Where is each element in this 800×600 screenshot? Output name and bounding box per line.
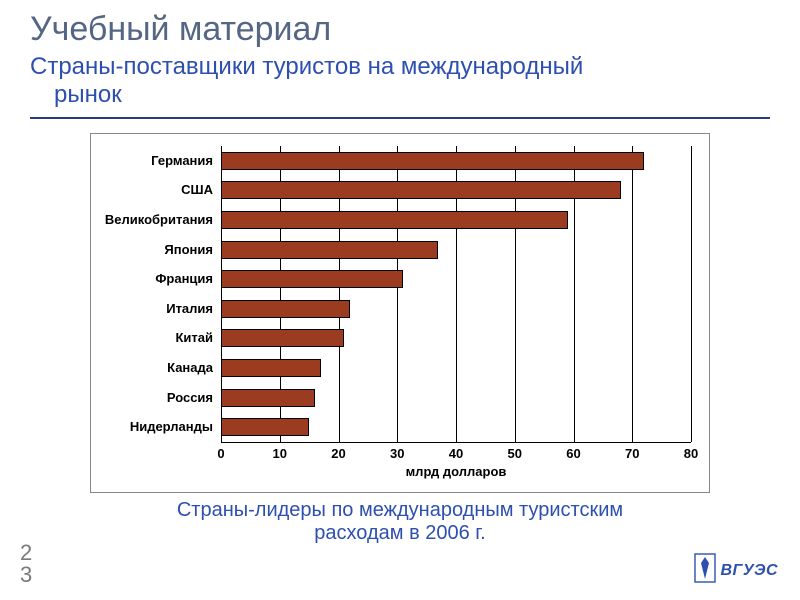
x-tick-label: 10: [273, 446, 287, 461]
bar: [221, 300, 350, 318]
page-number-d1: 2: [20, 542, 32, 564]
bar: [221, 152, 644, 170]
y-tick-label: Великобритания: [93, 211, 213, 229]
x-tick-label: 20: [331, 446, 345, 461]
caption-line-2: расходам в 2006 г.: [30, 522, 770, 545]
bar-fill: [221, 152, 644, 170]
y-tick-label: Германия: [93, 152, 213, 170]
bar-fill: [221, 389, 315, 407]
bar: [221, 181, 621, 199]
page-number: 2 3: [20, 542, 32, 586]
subtitle-line-2: рынок: [30, 81, 770, 109]
bar-fill: [221, 329, 344, 347]
page-subtitle: Страны-поставщики туристов на международ…: [30, 53, 770, 109]
caption-line-1: Страны-лидеры по международным туристски…: [30, 499, 770, 522]
bar-fill: [221, 181, 621, 199]
bar-fill: [221, 211, 568, 229]
x-axis-title: млрд долларов: [221, 464, 691, 479]
divider: [30, 117, 770, 119]
bar-fill: [221, 359, 321, 377]
y-tick-label: Италия: [93, 300, 213, 318]
y-tick-label: США: [93, 181, 213, 199]
y-tick-label: Франция: [93, 270, 213, 288]
gridline: [632, 146, 633, 442]
y-tick-label: Россия: [93, 389, 213, 407]
bar: [221, 389, 315, 407]
page-title: Учебный материал: [30, 10, 770, 49]
bar: [221, 359, 321, 377]
x-tick-label: 0: [217, 446, 224, 461]
x-tick-label: 70: [625, 446, 639, 461]
bar-fill: [221, 241, 438, 259]
x-tick-label: 30: [390, 446, 404, 461]
y-tick-label: Канада: [93, 359, 213, 377]
bar: [221, 270, 403, 288]
chart-caption: Страны-лидеры по международным туристски…: [30, 499, 770, 545]
y-tick-label: Китай: [93, 329, 213, 347]
bar-fill: [221, 418, 309, 436]
y-tick-label: Нидерланды: [93, 418, 213, 436]
logo-text: ВГУЭС: [720, 562, 778, 580]
slide: Учебный материал Страны-поставщики турис…: [0, 0, 800, 600]
subtitle-line-1: Страны-поставщики туристов на международ…: [30, 53, 770, 81]
x-tick-label: 60: [566, 446, 580, 461]
bar: [221, 329, 344, 347]
x-tick-label: 40: [449, 446, 463, 461]
bar: [221, 241, 438, 259]
chart-plot: 01020304050607080млрд долларовГерманияСШ…: [221, 146, 691, 482]
y-tick-label: Япония: [93, 241, 213, 259]
x-tick-label: 50: [508, 446, 522, 461]
gridline: [691, 146, 692, 442]
x-tick-label: 80: [684, 446, 698, 461]
logo-icon: [694, 553, 716, 588]
x-axis: [221, 442, 691, 443]
logo: ВГУЭС: [694, 553, 778, 588]
bar: [221, 418, 309, 436]
page-number-d2: 3: [20, 564, 32, 586]
bar: [221, 211, 568, 229]
bar-fill: [221, 300, 350, 318]
bar-fill: [221, 270, 403, 288]
chart-frame: 0 10 20 30 40 50 60 70 80 млрд долларов Германия СШ…: [90, 133, 710, 493]
